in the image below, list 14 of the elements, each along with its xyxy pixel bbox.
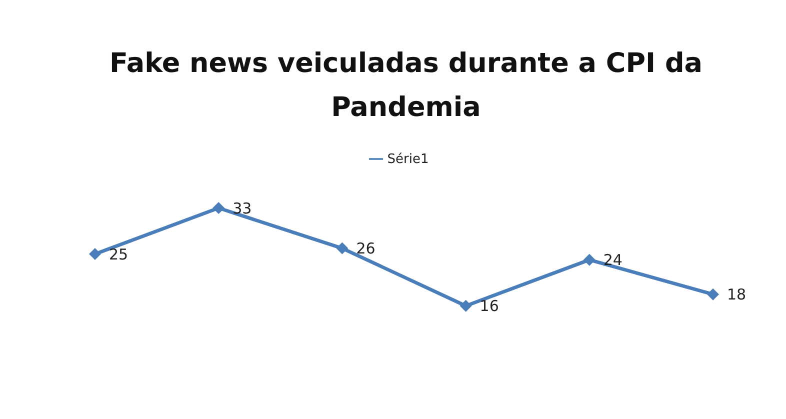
data-label: 24 <box>603 251 622 270</box>
data-label: 18 <box>727 286 746 304</box>
point <box>583 254 596 266</box>
point <box>212 202 225 214</box>
legend-label: Série1 <box>387 152 429 167</box>
data-label: 25 <box>109 245 128 264</box>
data-label: 33 <box>232 199 252 218</box>
point <box>336 242 348 254</box>
data-label: 26 <box>356 240 376 258</box>
point <box>89 248 101 260</box>
chart-title: Fake news veiculadas durante a CPI da Pandemia <box>108 47 704 125</box>
point <box>707 288 719 300</box>
data-label: 16 <box>480 297 499 316</box>
point <box>460 300 472 312</box>
